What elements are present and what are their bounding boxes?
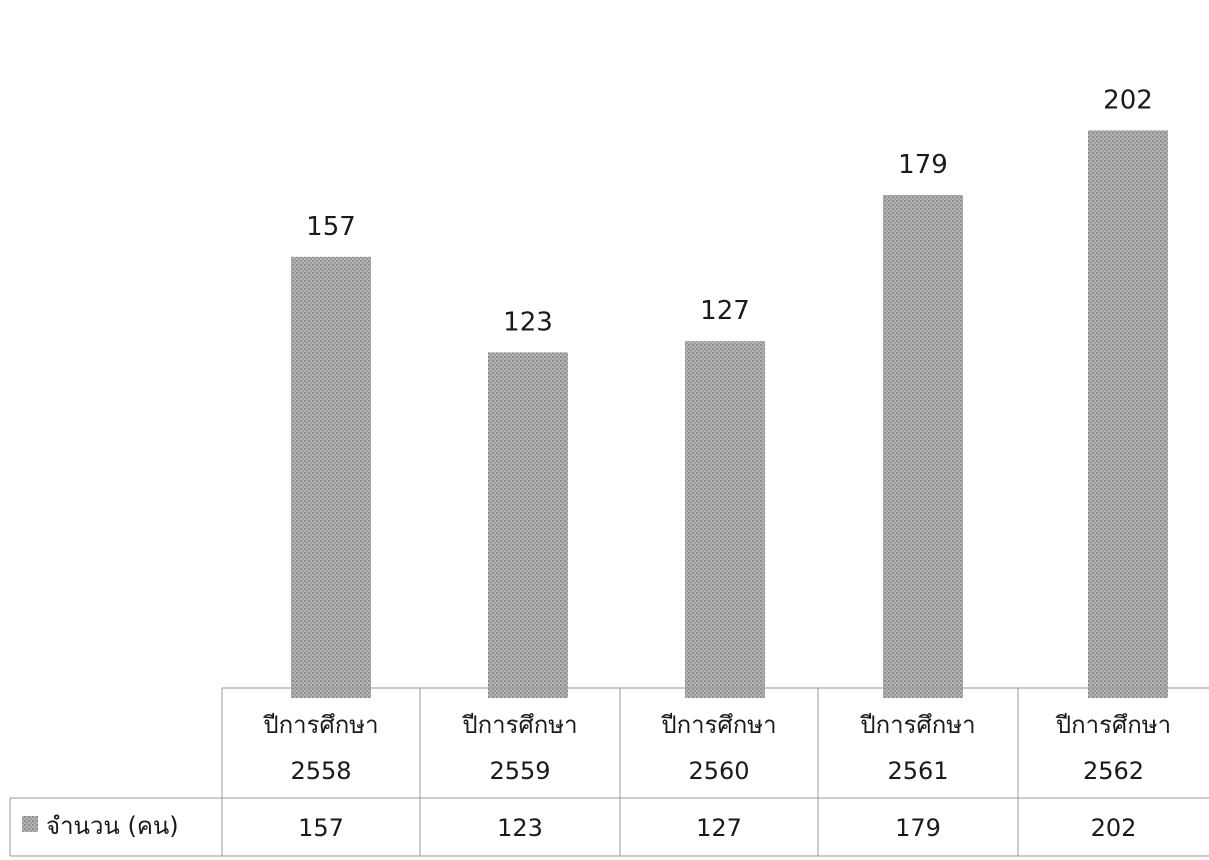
tick-label: 2561 <box>887 757 948 785</box>
data-table: ปีการศึกษา 2558 ปีการศึกษา 2559 ปีการศึกษา 25… <box>9 687 1209 857</box>
data-label: 123 <box>503 307 553 337</box>
tick-label: ปีการศึกษา <box>660 711 776 739</box>
bars-group <box>291 130 1168 698</box>
data-label: 179 <box>898 150 948 180</box>
tick-label: ปีการศึกษา <box>1055 711 1171 739</box>
tick-label: 2559 <box>489 757 550 785</box>
tick-label: 2560 <box>688 757 749 785</box>
bar <box>291 256 371 698</box>
tick-label: ปีการศึกษา <box>461 711 577 739</box>
legend-label: จำนวน (คน) <box>46 812 179 840</box>
bar <box>1088 130 1168 698</box>
table-value: 157 <box>298 814 344 842</box>
tick-label: ปีการศึกษา <box>262 711 378 739</box>
legend-swatch <box>22 816 38 832</box>
table-value: 127 <box>696 814 742 842</box>
tick-label: 2562 <box>1083 757 1144 785</box>
tick-label: ปีการศึกษา <box>859 711 975 739</box>
table-value: 179 <box>895 814 941 842</box>
data-label: 202 <box>1103 85 1153 115</box>
bar <box>685 341 765 698</box>
table-value: 123 <box>497 814 543 842</box>
tick-label: 2558 <box>290 757 351 785</box>
bar <box>488 352 568 698</box>
bar <box>883 195 963 698</box>
table-value: 202 <box>1091 814 1137 842</box>
data-labels-group: 157 123 127 179 202 <box>306 85 1153 337</box>
data-label: 157 <box>306 212 356 242</box>
data-label: 127 <box>700 296 750 326</box>
